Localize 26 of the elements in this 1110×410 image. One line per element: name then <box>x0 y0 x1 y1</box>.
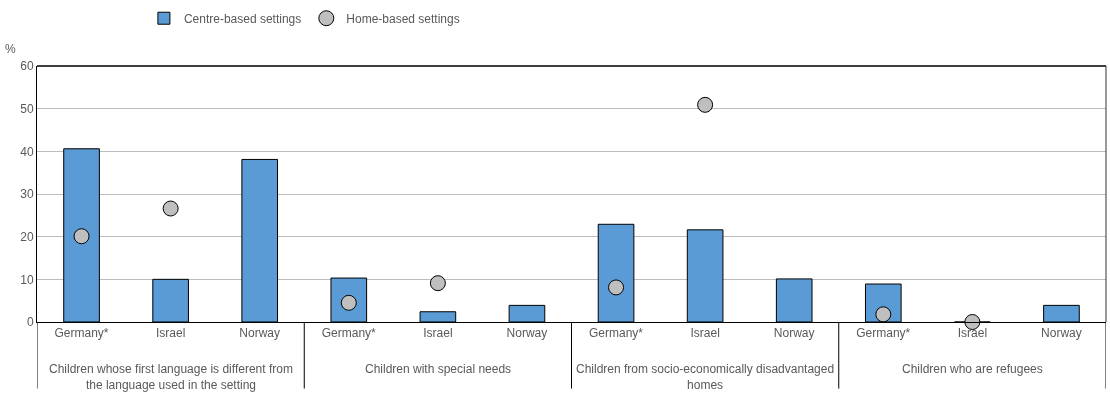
legend-label: Centre-based settings <box>183 11 302 26</box>
y-tick-label: 20 <box>20 229 34 244</box>
x-tick-label: Israel <box>690 326 720 341</box>
y-tick-label: 30 <box>20 187 34 202</box>
x-tick-label: Norway <box>506 326 548 341</box>
x-tick-label: Norway <box>239 326 281 341</box>
y-tick-label: 60 <box>20 59 34 74</box>
text: Children whose first language is different from the language used in the setting <box>49 362 293 392</box>
text: Children with special needs <box>365 362 512 376</box>
text: Children who are refugees <box>902 362 1043 376</box>
legend-label: Home-based settings <box>346 11 460 26</box>
y-tick-label: 40 <box>20 144 34 159</box>
x-tick-label: Germany* <box>54 326 109 341</box>
y-tick-label: 10 <box>20 272 34 287</box>
x-tick-label: Norway <box>1041 326 1082 341</box>
x-tick-label: Israel <box>423 326 453 341</box>
x-tick-label: Germany* <box>856 326 911 341</box>
x-tick-label: Germany* <box>589 326 644 341</box>
x-tick-label: Norway <box>773 326 815 341</box>
text: Children from socio-economically disadvantaged homes <box>576 362 835 392</box>
y-tick-label: 0 <box>26 315 34 330</box>
x-tick-label: Israel <box>957 326 988 341</box>
y-tick-label: 50 <box>20 101 34 116</box>
x-tick-label: Germany* <box>321 326 377 341</box>
x-tick-label: Israel <box>155 326 186 341</box>
y-axis-title: % <box>5 42 16 56</box>
